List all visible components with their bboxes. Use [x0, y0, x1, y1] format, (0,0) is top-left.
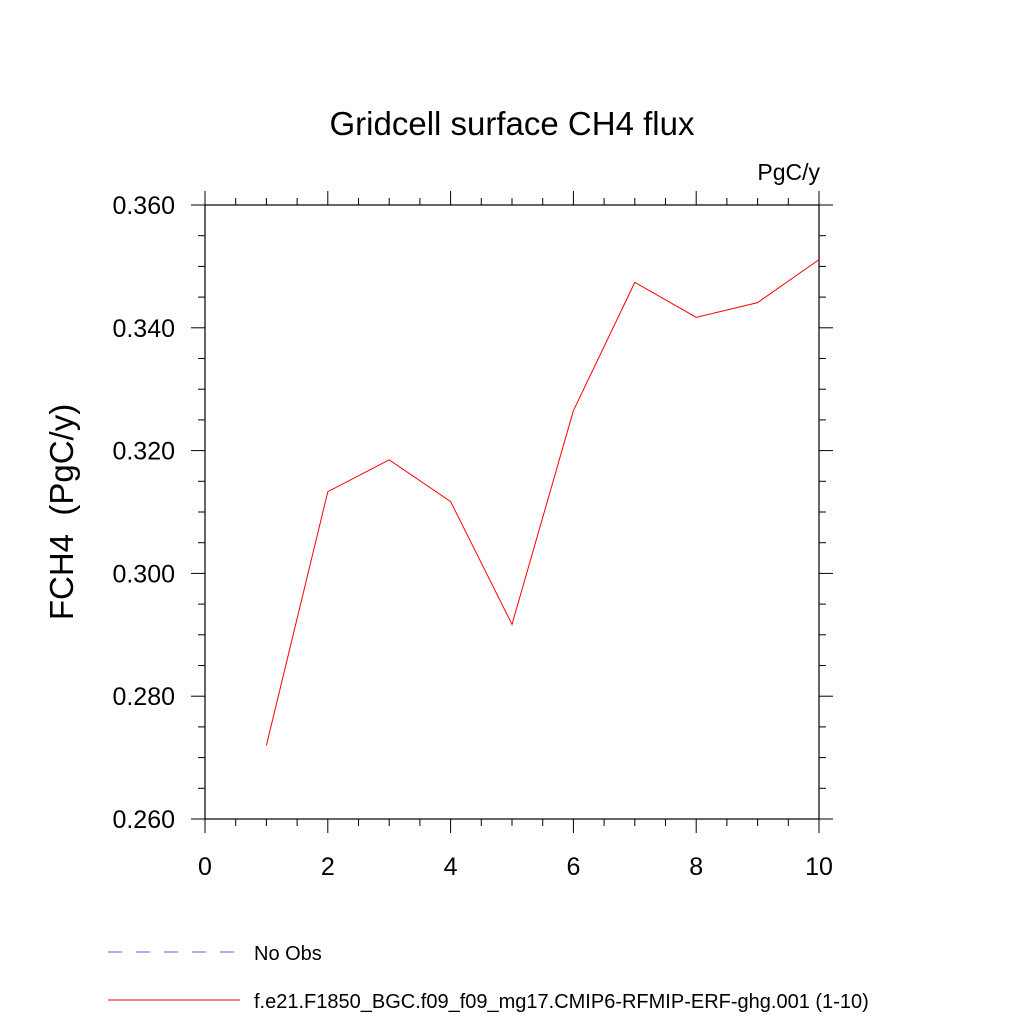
y-tick-label: 0.260: [112, 806, 175, 834]
units-label: PgC/y: [757, 159, 820, 185]
y-tick-label: 0.320: [112, 438, 175, 466]
data-point: [266, 745, 267, 746]
plot-area: 0 2 4 6 8 10 0.260 0.280 0.300 0.320 0.340 0.360: [112, 191, 833, 881]
data-point: [512, 624, 513, 625]
legend-label: No Obs: [254, 943, 322, 965]
legend: No Obs f.e21.F1850_BGC.f09_f09_mg17.CMIP6…: [108, 943, 869, 1013]
data-point: [634, 282, 635, 283]
data-point: [819, 259, 820, 260]
y-tick-label: 0.300: [112, 560, 175, 588]
x-tick-label: 2: [321, 853, 335, 881]
x-tick-label: 10: [805, 853, 833, 881]
data-point: [389, 459, 390, 460]
data-point: [757, 302, 758, 303]
data-point: [450, 501, 451, 502]
y-tick-label: 0.280: [112, 683, 175, 711]
data-point: [696, 317, 697, 318]
series-line: [265, 259, 820, 746]
chart-title: Gridcell surface CH4 flux: [330, 105, 695, 142]
x-tick-label: 8: [689, 853, 703, 881]
plot-frame: [204, 204, 820, 820]
x-tick-label: 0: [198, 853, 212, 881]
y-tick-label: 0.340: [112, 315, 175, 343]
x-tick-label: 6: [566, 853, 580, 881]
y-axis-label: FCH4 (PgC/y): [43, 404, 80, 620]
y-tick-label: 0.360: [112, 192, 175, 220]
legend-label: f.e21.F1850_BGC.f09_f09_mg17.CMIP6-RFMIP…: [254, 991, 869, 1013]
x-tick-label: 4: [444, 853, 458, 881]
data-point: [573, 410, 574, 411]
data-point: [327, 491, 328, 492]
